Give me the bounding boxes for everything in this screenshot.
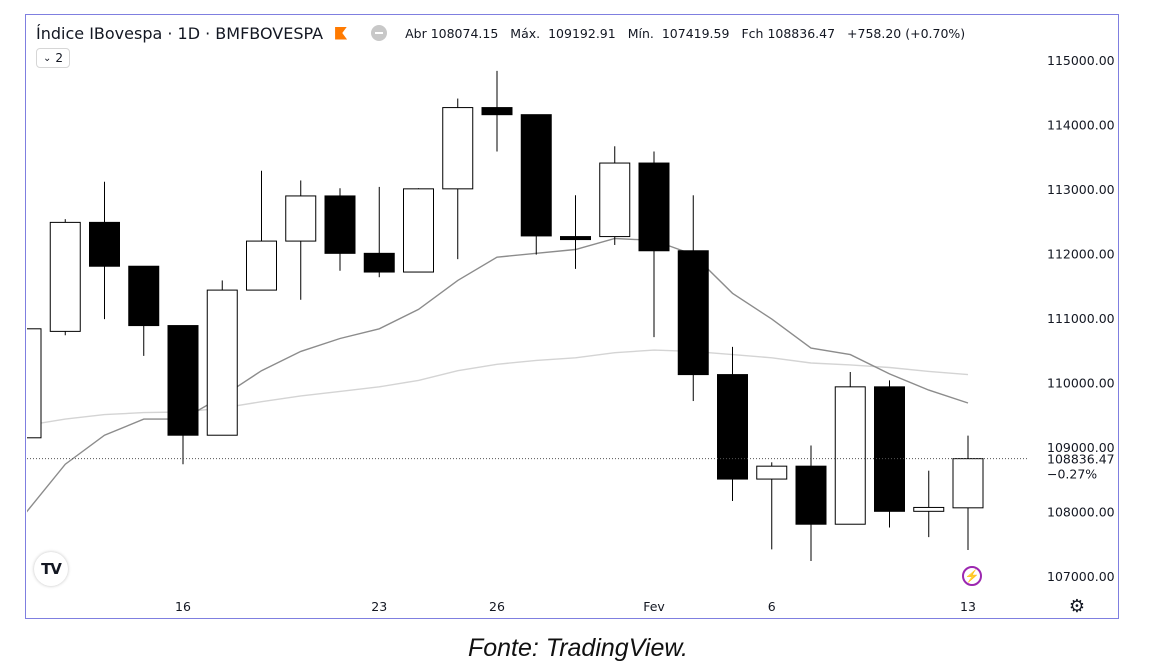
candle [913, 470, 945, 538]
ma-slow-line [27, 349, 969, 427]
time-tick-label: 26 [489, 599, 505, 614]
ohlc-values: Abr 108074.15 Máx. 109192.91 Mín. 107419.… [405, 26, 969, 41]
candle [795, 445, 827, 561]
candle [206, 280, 238, 436]
candle [638, 151, 670, 338]
candle-body [49, 221, 81, 332]
candle-body [638, 162, 670, 252]
candle [363, 186, 395, 278]
collapse-pill-icon[interactable] [371, 25, 388, 41]
price-axis[interactable]: 115000.00 114000.00 113000.00 112000.00 1110… [1047, 53, 1115, 584]
change-value: +758.20 (+0.70%) [847, 25, 966, 41]
candle [834, 372, 866, 525]
last-change-label: −0.27% [1047, 467, 1097, 482]
candle [442, 98, 474, 260]
indicators-toggle-button[interactable]: ⌄ 2 [36, 48, 70, 68]
candle-body [520, 114, 552, 237]
candle-body [285, 195, 317, 242]
candle-body [27, 328, 42, 439]
orange-flag-icon[interactable] [335, 26, 348, 40]
candle [560, 195, 591, 269]
time-tick-label: Fev [643, 599, 665, 614]
price-tick-label: 111000.00 [1047, 311, 1115, 326]
candle-body [481, 107, 513, 116]
candle-body [677, 250, 709, 376]
candle-body [756, 465, 788, 480]
price-tick-label: 108000.00 [1047, 505, 1115, 520]
indicator-count: 2 [55, 51, 64, 65]
price-tick-label: 113000.00 [1047, 182, 1115, 197]
last-price-label: 108836.47 [1047, 452, 1115, 467]
time-tick-label: 13 [960, 599, 976, 614]
candle-body [442, 107, 474, 190]
candle-body [324, 195, 356, 254]
close-value: Fch 108836.47 [741, 25, 836, 41]
candle-body [952, 458, 984, 509]
low-value: Mín. 107419.59 [627, 25, 730, 41]
open-value: Abr 108074.15 [405, 25, 499, 41]
time-tick-label: 23 [371, 599, 387, 614]
price-tick-label: 115000.00 [1047, 53, 1115, 68]
candle [128, 265, 160, 356]
candle [403, 188, 434, 273]
candle [89, 181, 120, 320]
moving-average-layer [27, 237, 969, 513]
candle [167, 325, 199, 465]
tradingview-logo-icon[interactable]: TV [34, 552, 68, 586]
chevron-down-icon: ⌄ [42, 52, 52, 64]
candle-body [717, 374, 748, 480]
candle [285, 180, 317, 300]
price-tick-label: 110000.00 [1047, 376, 1115, 391]
candle [717, 346, 748, 501]
candle-body [89, 221, 120, 267]
candle-body [874, 386, 905, 512]
candle-body [363, 252, 395, 273]
time-tick-label: 6 [768, 599, 776, 614]
price-tick-label: 114000.00 [1047, 118, 1115, 133]
candle [599, 146, 631, 245]
candle-body [834, 386, 866, 525]
candle [27, 328, 42, 439]
high-value: Máx. 109192.91 [510, 25, 616, 41]
candle-body [167, 325, 199, 436]
candle-body [913, 506, 945, 512]
price-tick-label: 112000.00 [1047, 247, 1115, 262]
price-tick-label: 109000.00 [1047, 440, 1115, 455]
symbol-title[interactable]: Índice IBovespa · 1D · BMFBOVESPA [36, 23, 324, 43]
candle [49, 219, 81, 336]
candle [756, 462, 788, 550]
candle [952, 435, 984, 551]
gear-icon[interactable]: ⚙ [1068, 595, 1086, 616]
price-tick-label: 107000.00 [1047, 569, 1115, 584]
source-caption: Fonte: TradingView. [467, 634, 689, 662]
candle [246, 170, 277, 291]
candle-body [128, 265, 160, 327]
candle-body [246, 240, 277, 291]
candle [874, 380, 905, 528]
candle [677, 195, 709, 402]
time-tick-label: 16 [175, 599, 191, 614]
lightning-icon[interactable]: ⚡ [962, 566, 982, 586]
candle-body [403, 188, 434, 273]
time-axis[interactable]: 16 23 26 Fev 6 13 [175, 599, 976, 614]
candle-body [560, 236, 591, 241]
ma-fast-line [27, 237, 969, 513]
candles-layer [27, 70, 1029, 561]
candle-body [599, 162, 631, 238]
candle-body [206, 289, 238, 436]
candle [520, 114, 552, 255]
candle [481, 70, 513, 152]
candle [324, 188, 356, 271]
candle-body [795, 465, 827, 525]
chart-legend: Índice IBovespa · 1D · BMFBOVESPA Abr 108… [36, 21, 969, 45]
